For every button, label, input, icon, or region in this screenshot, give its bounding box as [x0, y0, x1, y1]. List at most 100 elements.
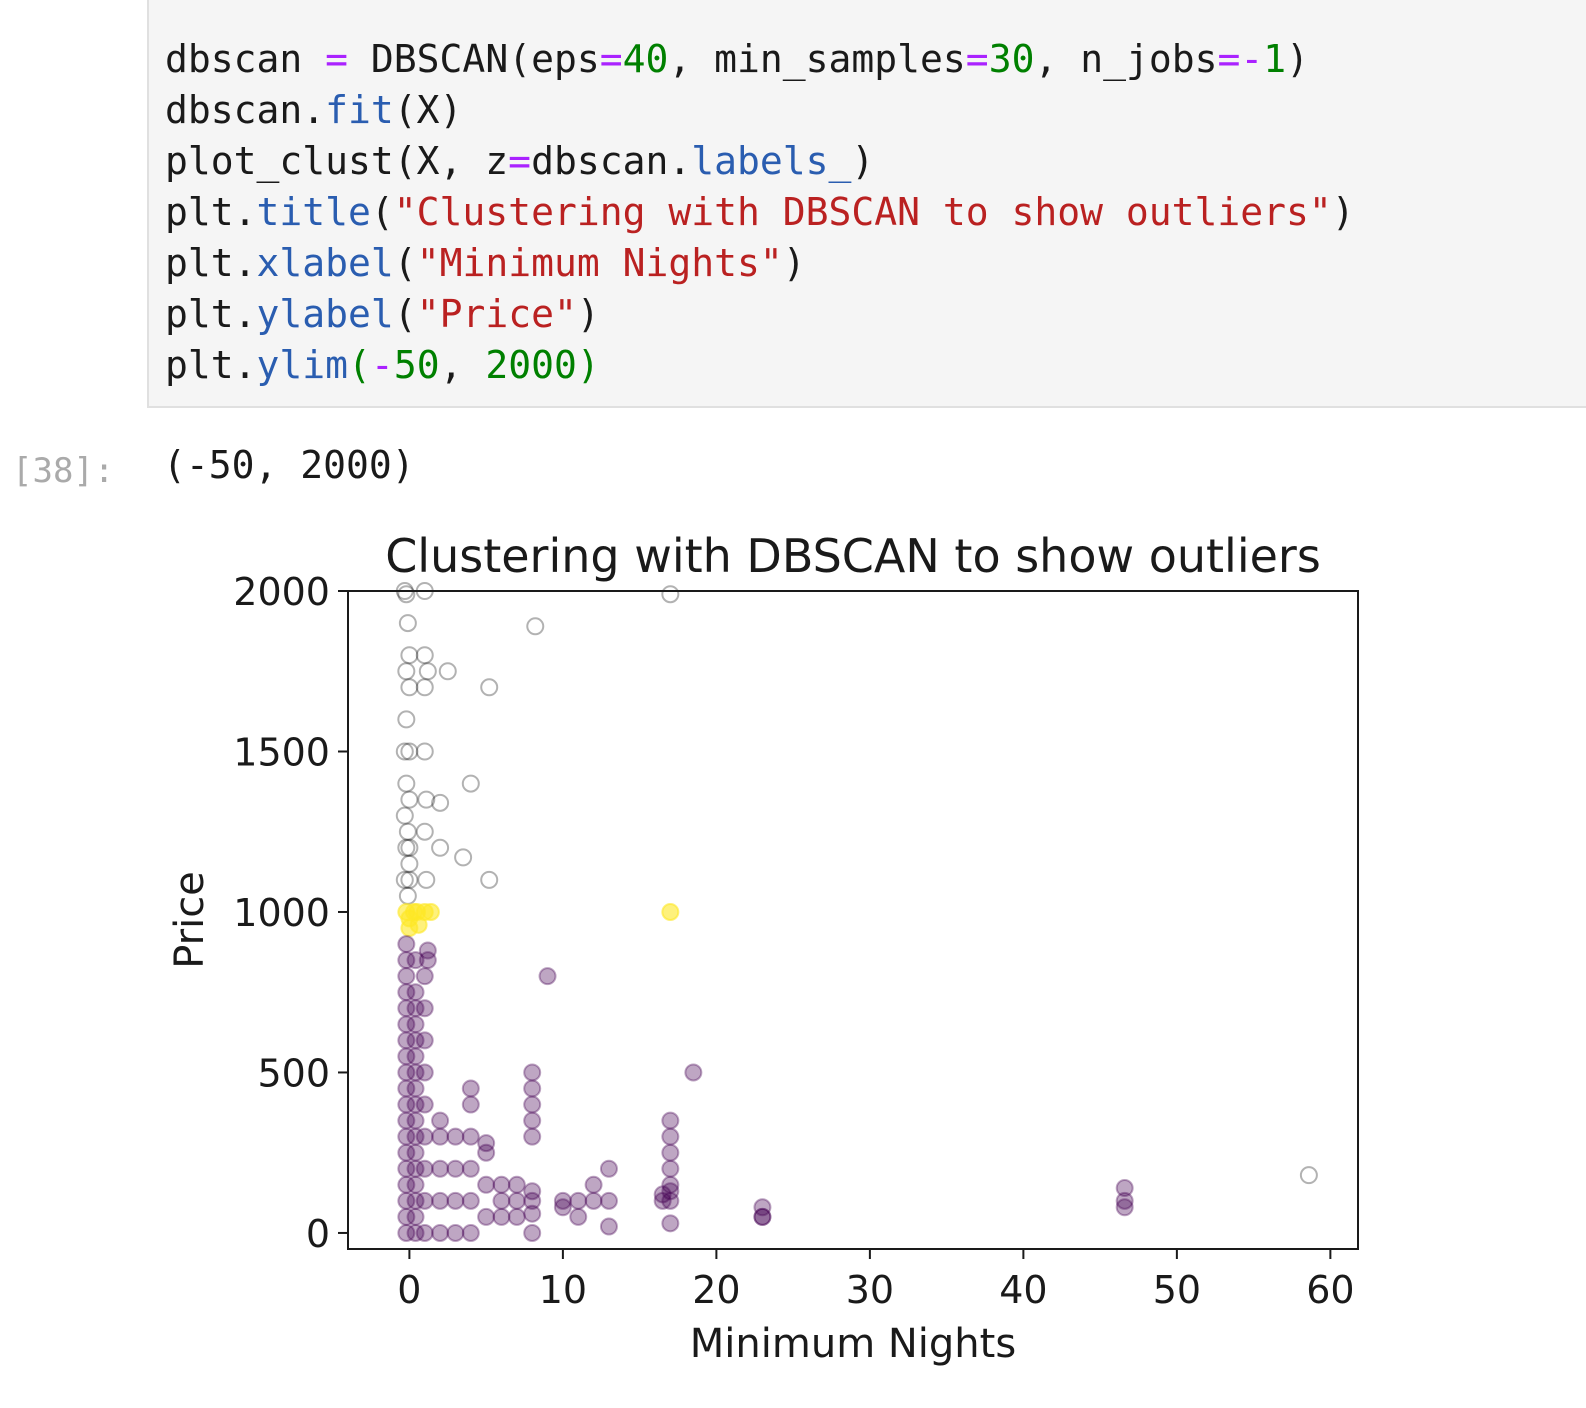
data-point: [415, 1159, 434, 1178]
data-point: [523, 1223, 542, 1242]
data-point: [406, 1159, 425, 1178]
data-point: [397, 774, 416, 793]
code-cell[interactable]: dbscan = DBSCAN(eps=40, min_samples=30, …: [147, 0, 1586, 408]
data-point: [661, 1175, 680, 1194]
code-token: (X): [393, 88, 463, 132]
chart: Clustering with DBSCAN to show outliers M…: [167, 529, 1359, 1367]
data-point: [415, 1095, 434, 1114]
data-point: [477, 1134, 496, 1153]
x-tick-label: 0: [397, 1268, 421, 1312]
data-point: [454, 848, 473, 867]
data-point: [398, 822, 417, 841]
data-point: [661, 1111, 680, 1130]
data-point: [461, 774, 480, 793]
code-token: , min_samples: [668, 37, 966, 81]
code-token: 1: [1263, 37, 1287, 81]
data-point: [397, 710, 416, 729]
data-point: [507, 1191, 526, 1210]
data-point: [417, 870, 436, 889]
data-point: [397, 1207, 416, 1226]
code-token: =: [599, 37, 623, 81]
code-token: =: [325, 37, 349, 81]
y-tick-label: 500: [257, 1051, 330, 1095]
data-point: [397, 967, 416, 986]
x-tick-label: 30: [846, 1268, 894, 1312]
data-point: [400, 678, 419, 697]
code-token: "Minimum Nights": [416, 241, 783, 285]
code-line: plt.title("Clustering with DBSCAN to sho…: [165, 187, 1355, 238]
code-token: ): [782, 241, 806, 285]
data-point: [507, 1207, 526, 1226]
data-point: [397, 838, 416, 857]
data-point: [526, 617, 545, 636]
code-token: (: [393, 241, 417, 285]
data-point: [523, 1182, 542, 1201]
code-line: dbscan.fit(X): [165, 85, 1355, 136]
data-point: [408, 902, 427, 921]
code-token: =: [965, 37, 989, 81]
data-point: [553, 1191, 572, 1210]
data-point: [584, 1175, 603, 1194]
data-point: [418, 941, 437, 960]
data-point: [431, 1191, 450, 1210]
data-point: [397, 1159, 416, 1178]
data-point: [477, 1175, 496, 1194]
plot-frame: [347, 590, 1359, 1250]
data-point: [492, 1191, 511, 1210]
data-point: [661, 1127, 680, 1146]
data-point: [753, 1207, 772, 1226]
data-point: [523, 1095, 542, 1114]
data-point: [523, 1111, 542, 1130]
code-token: plt.: [165, 190, 257, 234]
data-point: [400, 838, 419, 857]
data-point: [406, 1207, 425, 1226]
x-axis-label: Minimum Nights: [690, 1321, 1016, 1367]
data-point: [599, 1159, 618, 1178]
data-point: [599, 1191, 618, 1210]
data-point: [406, 1175, 425, 1194]
code-token: ,: [439, 343, 486, 387]
code: dbscan = DBSCAN(eps=40, min_samples=30, …: [165, 34, 1355, 391]
data-point: [431, 1127, 450, 1146]
data-point: [446, 1159, 465, 1178]
data-point: [415, 742, 434, 761]
data-point: [584, 1191, 603, 1210]
data-point: [492, 1207, 511, 1226]
data-point: [431, 838, 450, 857]
data-point: [400, 870, 419, 889]
data-point: [1115, 1191, 1134, 1210]
data-point: [397, 951, 416, 970]
data-point: [400, 854, 419, 873]
data-point: [415, 1063, 434, 1082]
code-token: plot_clust(X, z: [165, 139, 509, 183]
data-point: [406, 1111, 425, 1130]
code-token: 30: [988, 37, 1035, 81]
data-point: [661, 1143, 680, 1162]
code-token: plt.: [165, 292, 257, 336]
code-line: plt.ylim(-50, 2000): [165, 340, 1355, 391]
data-point: [431, 1159, 450, 1178]
data-point: [599, 1217, 618, 1236]
y-tick-label: 2000: [233, 570, 330, 614]
data-point: [397, 1095, 416, 1114]
code-token: dbscan: [165, 37, 326, 81]
data-point: [480, 678, 499, 697]
data-point: [661, 1182, 680, 1201]
data-point: [431, 793, 450, 812]
code-token: xlabel: [256, 241, 394, 285]
data-point: [397, 935, 416, 954]
code-token: dbscan.: [165, 88, 326, 132]
data-point: [523, 1127, 542, 1146]
output-prompt: [38]:: [12, 451, 115, 491]
data-point: [1115, 1198, 1134, 1217]
code-token: 40: [622, 37, 669, 81]
data-point: [406, 1047, 425, 1066]
code-token: fit: [325, 88, 394, 132]
data-point: [415, 678, 434, 697]
data-point: [397, 1191, 416, 1210]
code-token: (: [370, 190, 394, 234]
code-token: title: [256, 190, 371, 234]
data-point: [397, 999, 416, 1018]
code-token: ): [576, 343, 600, 387]
data-point: [523, 1063, 542, 1082]
